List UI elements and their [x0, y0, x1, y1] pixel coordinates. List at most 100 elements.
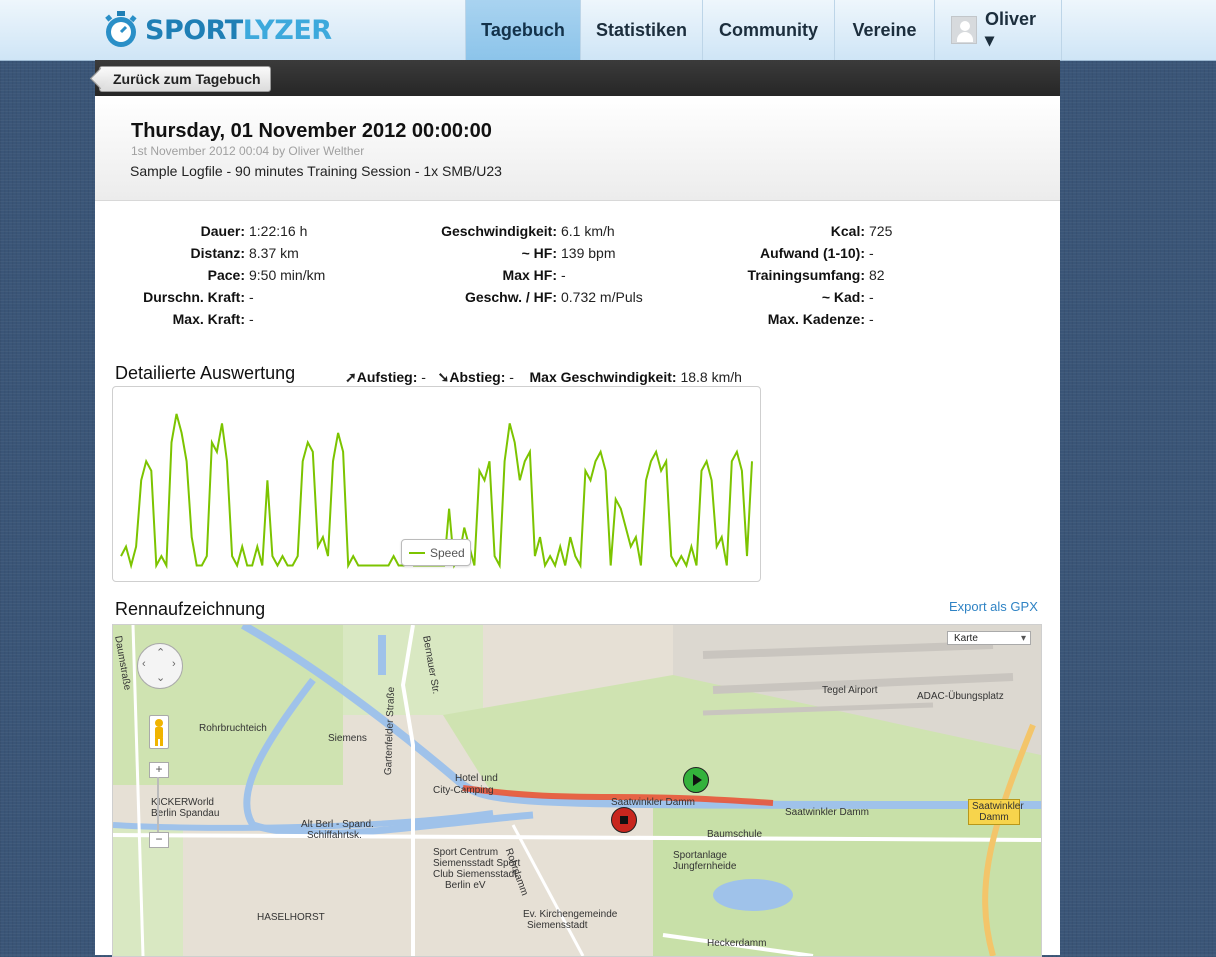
map-label: Siemensstadt Sport — [433, 858, 521, 869]
main-nav: Tagebuch Statistiken Community Vereine O… — [465, 0, 1062, 60]
stat-value: 6.1 km/h — [561, 223, 615, 239]
map-label: Alt Berl - Spand. — [301, 819, 374, 830]
stat-row: ~ HF: 139 bpm — [385, 242, 643, 264]
stats-column-3: Kcal: 725 Aufwand (1-10): - Trainingsumfang:… — [695, 220, 893, 330]
map-label: City-Camping — [433, 785, 494, 796]
pan-right-icon: › — [172, 658, 176, 670]
map-label: Saatwinkler Damm — [785, 807, 869, 818]
stats-column-1: Dauer: 1:22:16 h Distanz: 8.37 km Pace: 9:50 … — [95, 220, 325, 330]
stat-row: ~ Kad: - — [695, 286, 892, 308]
stat-value: 9:50 min/km — [249, 267, 326, 283]
map-type-select[interactable]: Karte — [947, 631, 1031, 646]
map-label: ADAC-Übungsplatz — [917, 691, 1004, 702]
stat-value: - — [249, 311, 254, 327]
pan-up-icon: ⌃ — [156, 647, 166, 659]
stat-row: Aufwand (1-10): - — [695, 242, 892, 264]
descent-value: - — [509, 369, 514, 385]
stat-row: Trainingsumfang: 82 — [695, 264, 892, 286]
top-navigation: SPORTLYZER Tagebuch Statistiken Communit… — [0, 0, 1216, 61]
stat-label: Max. Kraft: — [172, 311, 245, 327]
back-to-diary-button[interactable]: Zurück zum Tagebuch — [99, 66, 271, 92]
ascent-arrow-icon: ➚ — [345, 369, 357, 385]
start-marker-icon[interactable] — [683, 767, 709, 793]
map-label: Ev. Kirchengemeinde — [523, 909, 618, 920]
stat-value: - — [561, 267, 566, 283]
descent-label: Abstieg: — [449, 369, 506, 385]
nav-vereine[interactable]: Vereine — [834, 0, 934, 60]
map-label: KICKERWorld — [151, 797, 214, 808]
map-canvas — [113, 625, 1041, 956]
stat-row: Geschw. / HF: 0.732 m/Puls — [385, 286, 643, 308]
stat-row: Distanz: 8.37 km — [95, 242, 325, 264]
map-label: Hotel und — [455, 773, 498, 784]
stat-label: ~ HF: — [521, 245, 557, 261]
stat-label: Kcal: — [830, 223, 865, 239]
stat-label: Distanz: — [190, 245, 245, 261]
stat-label: Aufwand (1-10): — [760, 245, 865, 261]
map-label: Berlin eV — [445, 880, 486, 891]
ascent-label: Aufstieg: — [356, 369, 418, 385]
stat-row: Dauer: 1:22:16 h — [95, 220, 325, 242]
session-description: Sample Logfile - 90 minutes Training Ses… — [130, 163, 502, 179]
speed-chart[interactable]: Speed — [112, 386, 761, 582]
stat-label: Max. Kadenze: — [767, 311, 865, 327]
map-label: Siemensstadt — [527, 920, 588, 931]
map-label: Sportanlage — [673, 850, 727, 861]
zoom-slider[interactable] — [157, 777, 159, 833]
stat-value: - — [869, 245, 874, 261]
stat-value: - — [869, 289, 874, 305]
stat-label: Pace: — [207, 267, 245, 283]
map-label: Jungfernheide — [673, 861, 737, 872]
race-title: Rennaufzeichnung — [115, 599, 266, 619]
street-view-pegman-icon[interactable] — [149, 715, 169, 749]
finish-marker-icon[interactable] — [611, 807, 637, 833]
user-menu[interactable]: Oliver ▾ — [934, 0, 1062, 60]
stat-label: Trainingsumfang: — [747, 267, 865, 283]
stats-column-2: Geschwindigkeit: 6.1 km/h ~ HF: 139 bpm Max … — [385, 220, 643, 308]
map-label: Baumschule — [707, 829, 763, 840]
nav-tagebuch[interactable]: Tagebuch — [465, 0, 580, 60]
ascent-value: - — [421, 369, 426, 385]
map-label: HASELHORST — [257, 912, 325, 923]
map-label: Tegel Airport — [822, 685, 878, 696]
stat-label: Durschn. Kraft: — [143, 289, 245, 305]
page-title: Thursday, 01 November 2012 00:00:00 — [131, 120, 492, 142]
stat-value: - — [869, 311, 874, 327]
logo-text: SPORTLYZER — [145, 14, 332, 46]
map-label: Rohrbruchteich — [199, 723, 267, 734]
export-gpx-link[interactable]: Export als GPX — [949, 599, 1038, 614]
avatar — [951, 16, 977, 44]
map-label: Schiffahrtsk. — [307, 830, 362, 841]
max-speed-value: 18.8 km/h — [680, 369, 742, 385]
analysis-title: Detailierte Auswertung — [115, 363, 296, 383]
nav-community[interactable]: Community — [702, 0, 834, 60]
highway-sign: Saatwinkler Damm — [968, 799, 1024, 825]
stat-value: 725 — [869, 223, 893, 239]
stat-row: Pace: 9:50 min/km — [95, 264, 326, 286]
zoom-out-button[interactable]: − — [149, 832, 169, 848]
logo[interactable]: SPORTLYZER — [103, 10, 332, 50]
sub-toolbar: Zurück zum Tagebuch — [95, 60, 1060, 96]
stat-label: Dauer: — [200, 223, 245, 239]
stopwatch-icon — [105, 11, 137, 47]
stat-row: Max HF: - — [385, 264, 643, 286]
stat-value: 0.732 m/Puls — [561, 289, 643, 305]
pan-left-icon: ‹ — [142, 658, 146, 670]
stat-row: Max. Kadenze: - — [695, 308, 892, 330]
stat-value: 82 — [869, 267, 885, 283]
stat-label: ~ Kad: — [821, 289, 865, 305]
route-map[interactable]: Tegel Airport ADAC-Übungsplatz Rohrbruchte… — [112, 624, 1042, 957]
map-label: Club Siemensstadt — [433, 869, 517, 880]
stat-label: Geschw. / HF: — [464, 289, 557, 305]
stat-row: Geschwindigkeit: 6.1 km/h — [385, 220, 643, 242]
map-label: Saatwinkler Damm — [611, 797, 695, 808]
map-label: Siemens — [328, 733, 367, 744]
map-label: Heckerdamm — [707, 938, 767, 949]
stat-row: Max. Kraft: - — [95, 308, 325, 330]
pan-control[interactable]: ⌃ ⌄ ‹ › — [137, 643, 183, 689]
map-label: Sport Centrum — [433, 847, 499, 858]
stat-value: 1:22:16 h — [249, 223, 308, 239]
zoom-in-button[interactable]: + — [149, 762, 169, 778]
nav-statistiken[interactable]: Statistiken — [580, 0, 702, 60]
user-menu-label: Oliver ▾ — [984, 9, 1037, 50]
